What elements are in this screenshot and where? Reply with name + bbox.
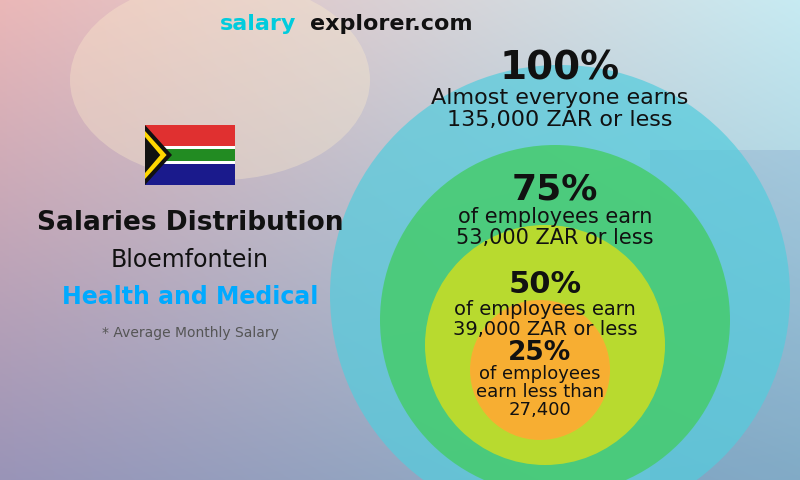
Text: Salaries Distribution: Salaries Distribution xyxy=(37,210,343,236)
Text: explorer.com: explorer.com xyxy=(310,14,473,34)
Text: 75%: 75% xyxy=(512,173,598,207)
Bar xyxy=(145,146,235,149)
Text: 135,000 ZAR or less: 135,000 ZAR or less xyxy=(447,110,673,130)
Text: * Average Monthly Salary: * Average Monthly Salary xyxy=(102,326,278,340)
Bar xyxy=(650,150,800,480)
Text: Almost everyone earns: Almost everyone earns xyxy=(431,88,689,108)
Bar xyxy=(145,148,235,162)
Polygon shape xyxy=(145,137,160,173)
Ellipse shape xyxy=(70,0,370,180)
Circle shape xyxy=(470,300,610,440)
Text: salary: salary xyxy=(220,14,296,34)
Text: 39,000 ZAR or less: 39,000 ZAR or less xyxy=(453,320,638,339)
Text: of employees earn: of employees earn xyxy=(454,300,636,319)
Circle shape xyxy=(425,225,665,465)
Text: 53,000 ZAR or less: 53,000 ZAR or less xyxy=(456,228,654,248)
Circle shape xyxy=(380,145,730,480)
Text: of employees: of employees xyxy=(479,365,601,383)
Polygon shape xyxy=(145,131,166,179)
Bar xyxy=(145,125,235,155)
Text: earn less than: earn less than xyxy=(476,383,604,401)
Text: 100%: 100% xyxy=(500,50,620,88)
Text: Health and Medical: Health and Medical xyxy=(62,285,318,309)
Bar xyxy=(145,161,235,164)
Text: 27,400: 27,400 xyxy=(509,401,571,419)
Text: 25%: 25% xyxy=(508,340,572,366)
Circle shape xyxy=(330,65,790,480)
Text: 50%: 50% xyxy=(509,270,582,299)
Bar xyxy=(145,155,235,185)
Text: of employees earn: of employees earn xyxy=(458,207,652,227)
Text: Bloemfontein: Bloemfontein xyxy=(111,248,269,272)
Polygon shape xyxy=(145,125,172,185)
